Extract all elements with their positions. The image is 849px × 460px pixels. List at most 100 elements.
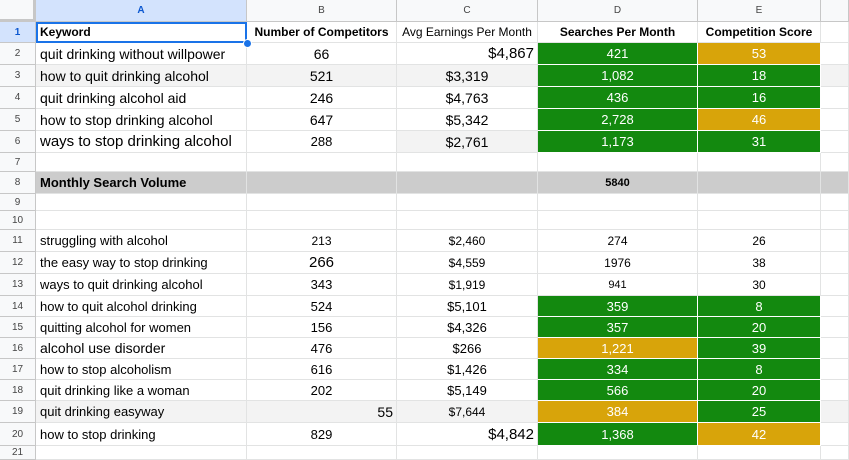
searches-cell[interactable]: 2,728	[538, 109, 698, 131]
keyword-cell[interactable]: how to quit alcohol drinking	[36, 296, 247, 317]
competitors-cell[interactable]: 66	[247, 43, 397, 65]
score-cell[interactable]: 31	[698, 131, 821, 153]
score-cell[interactable]: 30	[698, 274, 821, 296]
row-header[interactable]: 16	[0, 338, 36, 359]
earnings-cell[interactable]: $2,761	[397, 131, 538, 153]
column-header-f[interactable]	[821, 0, 849, 22]
competitors-cell[interactable]: 55	[247, 401, 397, 423]
earnings-cell[interactable]: $4,867	[397, 43, 538, 65]
monthly-search-volume-label[interactable]: Monthly Search Volume	[36, 172, 247, 194]
keyword-cell[interactable]: quit drinking without willpower	[36, 43, 247, 65]
searches-cell[interactable]: 436	[538, 87, 698, 109]
row-header[interactable]: 6	[0, 131, 36, 153]
empty-cell[interactable]	[821, 446, 849, 460]
competitors-cell[interactable]: 524	[247, 296, 397, 317]
searches-cell[interactable]: 359	[538, 296, 698, 317]
empty-cell[interactable]	[397, 446, 538, 460]
searches-cell[interactable]: 334	[538, 359, 698, 380]
empty-cell[interactable]	[698, 211, 821, 230]
empty-cell[interactable]	[698, 153, 821, 172]
searches-cell[interactable]: 1,082	[538, 65, 698, 87]
keyword-cell[interactable]: quit drinking like a woman	[36, 380, 247, 401]
empty-cell[interactable]	[247, 211, 397, 230]
header-score[interactable]: Competition Score	[698, 22, 821, 43]
header-searches[interactable]: Searches Per Month	[538, 22, 698, 43]
score-cell[interactable]: 39	[698, 338, 821, 359]
row-header[interactable]: 17	[0, 359, 36, 380]
row-header[interactable]: 11	[0, 230, 36, 252]
searches-cell[interactable]: 566	[538, 380, 698, 401]
competitors-cell[interactable]: 476	[247, 338, 397, 359]
empty-cell[interactable]	[821, 230, 849, 252]
empty-cell[interactable]	[397, 153, 538, 172]
competitors-cell[interactable]: 829	[247, 423, 397, 446]
empty-cell[interactable]	[821, 338, 849, 359]
score-cell[interactable]: 53	[698, 43, 821, 65]
column-header-d[interactable]: D	[538, 0, 698, 22]
row-header[interactable]: 10	[0, 211, 36, 230]
fill-handle[interactable]	[243, 39, 252, 48]
searches-cell[interactable]: 1976	[538, 252, 698, 274]
score-cell[interactable]: 20	[698, 317, 821, 338]
row-header[interactable]: 5	[0, 109, 36, 131]
empty-cell[interactable]	[247, 194, 397, 211]
empty-cell[interactable]	[247, 446, 397, 460]
searches-cell[interactable]: 1,173	[538, 131, 698, 153]
row-header[interactable]: 2	[0, 43, 36, 65]
searches-cell[interactable]: 384	[538, 401, 698, 423]
score-cell[interactable]: 18	[698, 65, 821, 87]
keyword-cell[interactable]: alcohol use disorder	[36, 338, 247, 359]
row-header[interactable]: 1	[0, 22, 36, 43]
row-header[interactable]: 15	[0, 317, 36, 338]
keyword-cell[interactable]: how to quit drinking alcohol	[36, 65, 247, 87]
searches-cell[interactable]: 421	[538, 43, 698, 65]
competitors-cell[interactable]: 521	[247, 65, 397, 87]
score-cell[interactable]: 20	[698, 380, 821, 401]
empty-row[interactable]	[36, 153, 247, 172]
empty-cell[interactable]	[247, 153, 397, 172]
earnings-cell[interactable]: $2,460	[397, 230, 538, 252]
empty-cell[interactable]	[538, 194, 698, 211]
competitors-cell[interactable]: 156	[247, 317, 397, 338]
column-header-e[interactable]: E	[698, 0, 821, 22]
empty-cell[interactable]	[821, 211, 849, 230]
row-header[interactable]: 13	[0, 274, 36, 296]
empty-cell[interactable]	[821, 380, 849, 401]
earnings-cell[interactable]: $7,644	[397, 401, 538, 423]
empty-cell[interactable]	[821, 65, 849, 87]
empty-cell[interactable]	[821, 359, 849, 380]
keyword-cell[interactable]: quitting alcohol for women	[36, 317, 247, 338]
header-earnings[interactable]: Avg Earnings Per Month	[397, 22, 538, 43]
competitors-cell[interactable]: 246	[247, 87, 397, 109]
keyword-cell[interactable]: the easy way to stop drinking	[36, 252, 247, 274]
score-cell[interactable]: 26	[698, 230, 821, 252]
earnings-cell[interactable]: $1,919	[397, 274, 538, 296]
earnings-cell[interactable]: $5,342	[397, 109, 538, 131]
score-cell[interactable]: 25	[698, 401, 821, 423]
score-cell[interactable]: 8	[698, 296, 821, 317]
empty-cell[interactable]	[821, 317, 849, 338]
keyword-cell[interactable]: ways to quit drinking alcohol	[36, 274, 247, 296]
header-competitors[interactable]: Number of Competitors	[247, 22, 397, 43]
searches-cell[interactable]: 274	[538, 230, 698, 252]
empty-cell[interactable]	[821, 252, 849, 274]
searches-cell[interactable]: 941	[538, 274, 698, 296]
earnings-cell[interactable]: $4,842	[397, 423, 538, 446]
competitors-cell[interactable]: 616	[247, 359, 397, 380]
column-header-c[interactable]: C	[397, 0, 538, 22]
empty-cell[interactable]	[397, 211, 538, 230]
keyword-cell[interactable]: quit drinking alcohol aid	[36, 87, 247, 109]
column-header-a[interactable]: A	[36, 0, 247, 22]
empty-cell[interactable]	[821, 22, 849, 43]
earnings-cell[interactable]: $4,326	[397, 317, 538, 338]
row-header[interactable]: 21	[0, 446, 36, 460]
keyword-cell[interactable]: ways to stop drinking alcohol	[36, 131, 247, 153]
row-header[interactable]: 8	[0, 172, 36, 194]
row-header[interactable]: 12	[0, 252, 36, 274]
header-keyword[interactable]: Keyword	[36, 22, 247, 43]
competitors-cell[interactable]: 266	[247, 252, 397, 274]
row-header[interactable]: 4	[0, 87, 36, 109]
column-header-b[interactable]: B	[247, 0, 397, 22]
empty-cell[interactable]	[821, 194, 849, 211]
